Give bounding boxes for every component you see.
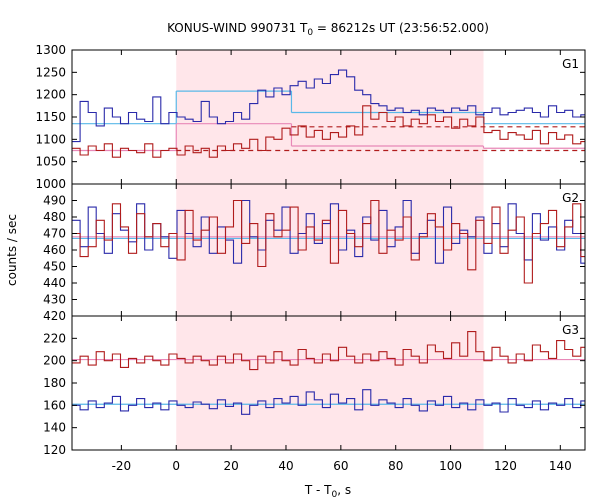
y-tick-label-g2-5: 470 — [43, 227, 66, 241]
x-axis-label: T - T0, s — [304, 483, 351, 500]
y-tick-label-g2-0: 420 — [43, 309, 66, 323]
y-tick-label-g2-1: 430 — [43, 293, 66, 307]
x-tick-label-4: 60 — [333, 459, 348, 473]
x-tick-label-2: 20 — [223, 459, 238, 473]
y-tick-label-g1-3: 1150 — [35, 110, 66, 124]
shaded-interval-g3 — [176, 316, 484, 450]
y-tick-label-g3-3: 180 — [43, 376, 66, 390]
y-tick-label-g1-1: 1050 — [35, 155, 66, 169]
chart-title: KONUS-WIND 990731 T0 = 86212s UT (23:56:… — [167, 21, 489, 38]
x-tick-label-5: 80 — [388, 459, 403, 473]
series-high-channel-g1 — [72, 69, 585, 143]
series-low-channel-g3 — [72, 331, 585, 371]
x-tick-label-7: 120 — [494, 459, 517, 473]
y-tick-label-g2-7: 490 — [43, 194, 66, 208]
y-axis-label: counts / sec — [5, 214, 19, 286]
x-tick-label-1: 0 — [172, 459, 180, 473]
shaded-interval-g1 — [176, 50, 484, 184]
y-tick-label-g3-1: 140 — [43, 421, 66, 435]
y-tick-label-g2-3: 450 — [43, 260, 66, 274]
x-tick-label-8: 140 — [549, 459, 572, 473]
x-tick-label-0: -20 — [112, 459, 132, 473]
y-tick-label-g2-6: 480 — [43, 210, 66, 224]
y-tick-label-g1-2: 1100 — [35, 132, 66, 146]
plot-panels: 1000105011001150120012501300G14204304404… — [35, 43, 586, 473]
series-low-channel-g1 — [72, 105, 585, 158]
panel-label-g2: G2 — [562, 191, 579, 205]
y-tick-label-g2-2: 440 — [43, 276, 66, 290]
panel-label-g1: G1 — [562, 57, 579, 71]
x-tick-label-6: 100 — [439, 459, 462, 473]
y-tick-label-g1-6: 1300 — [35, 43, 66, 57]
panel-label-g3: G3 — [562, 323, 579, 337]
y-tick-label-g1-4: 1200 — [35, 88, 66, 102]
y-tick-label-g1-5: 1250 — [35, 65, 66, 79]
y-tick-label-g3-0: 120 — [43, 443, 66, 457]
y-tick-label-g3-5: 220 — [43, 331, 66, 345]
series-low-channel-g2 — [72, 199, 585, 284]
y-tick-label-g3-2: 160 — [43, 398, 66, 412]
x-tick-label-3: 40 — [278, 459, 293, 473]
series-high-channel-g3 — [72, 389, 585, 415]
y-tick-label-g1-0: 1000 — [35, 177, 66, 191]
y-tick-label-g2-4: 460 — [43, 243, 66, 257]
y-tick-label-g3-4: 200 — [43, 354, 66, 368]
